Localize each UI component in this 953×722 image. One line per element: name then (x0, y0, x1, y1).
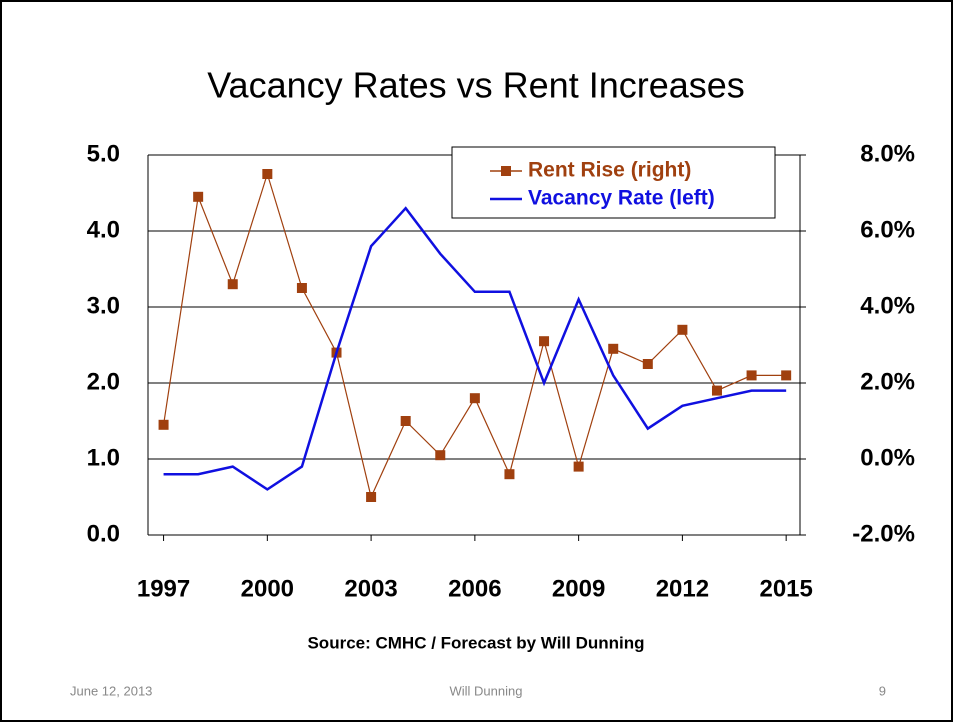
footer-date: June 12, 2013 (70, 683, 152, 698)
x-tick-label: 2015 (759, 575, 812, 602)
data-point (469, 393, 480, 404)
y2-tick-label: 0.0% (860, 444, 915, 471)
data-point (296, 283, 307, 293)
data-point (781, 370, 792, 381)
data-point (158, 419, 169, 430)
y-tick-label: 2.0 (87, 368, 120, 395)
y2-tick-label: -2.0% (852, 520, 915, 547)
x-tick-label: 2006 (448, 575, 501, 602)
data-point (711, 385, 722, 396)
data-point (435, 450, 446, 461)
y2-tick-label: 4.0% (860, 292, 915, 319)
y-tick-label: 4.0 (87, 216, 120, 243)
x-tick-label: 2000 (241, 575, 294, 602)
data-point (746, 370, 757, 381)
footer-page: 9 (879, 683, 886, 698)
chart-title: Vacancy Rates vs Rent Increases (207, 65, 745, 106)
source-note: Source: CMHC / Forecast by Will Dunning (307, 633, 644, 652)
y2-tick-label: 2.0% (860, 368, 915, 395)
x-tick-label: 2009 (552, 575, 605, 602)
data-point (677, 324, 688, 335)
legend-marker (501, 166, 511, 176)
data-point (262, 169, 273, 179)
y-tick-label: 5.0 (87, 140, 120, 167)
x-tick-label: 1997 (137, 575, 190, 602)
legend-label: Rent Rise (right) (528, 159, 691, 182)
legend-box (451, 146, 776, 219)
data-point (193, 191, 204, 202)
data-point (504, 469, 515, 480)
data-point (539, 336, 550, 347)
data-point (227, 279, 238, 290)
x-tick-label: 2003 (344, 575, 397, 602)
data-point (642, 359, 653, 369)
series-line (163, 206, 787, 491)
data-point (400, 416, 411, 426)
y2-tick-label: 6.0% (860, 216, 915, 243)
y-tick-label: 3.0 (87, 292, 120, 319)
y2-tick-label: 8.0% (860, 140, 915, 167)
y-tick-label: 1.0 (87, 444, 120, 471)
y-tick-label: 0.0 (87, 520, 120, 547)
data-point (573, 461, 584, 472)
data-point (608, 343, 619, 354)
x-tick-label: 2012 (656, 575, 709, 602)
data-point (366, 492, 377, 502)
footer-author: Will Dunning (450, 683, 523, 698)
legend-label: Vacancy Rate (left) (528, 187, 715, 210)
